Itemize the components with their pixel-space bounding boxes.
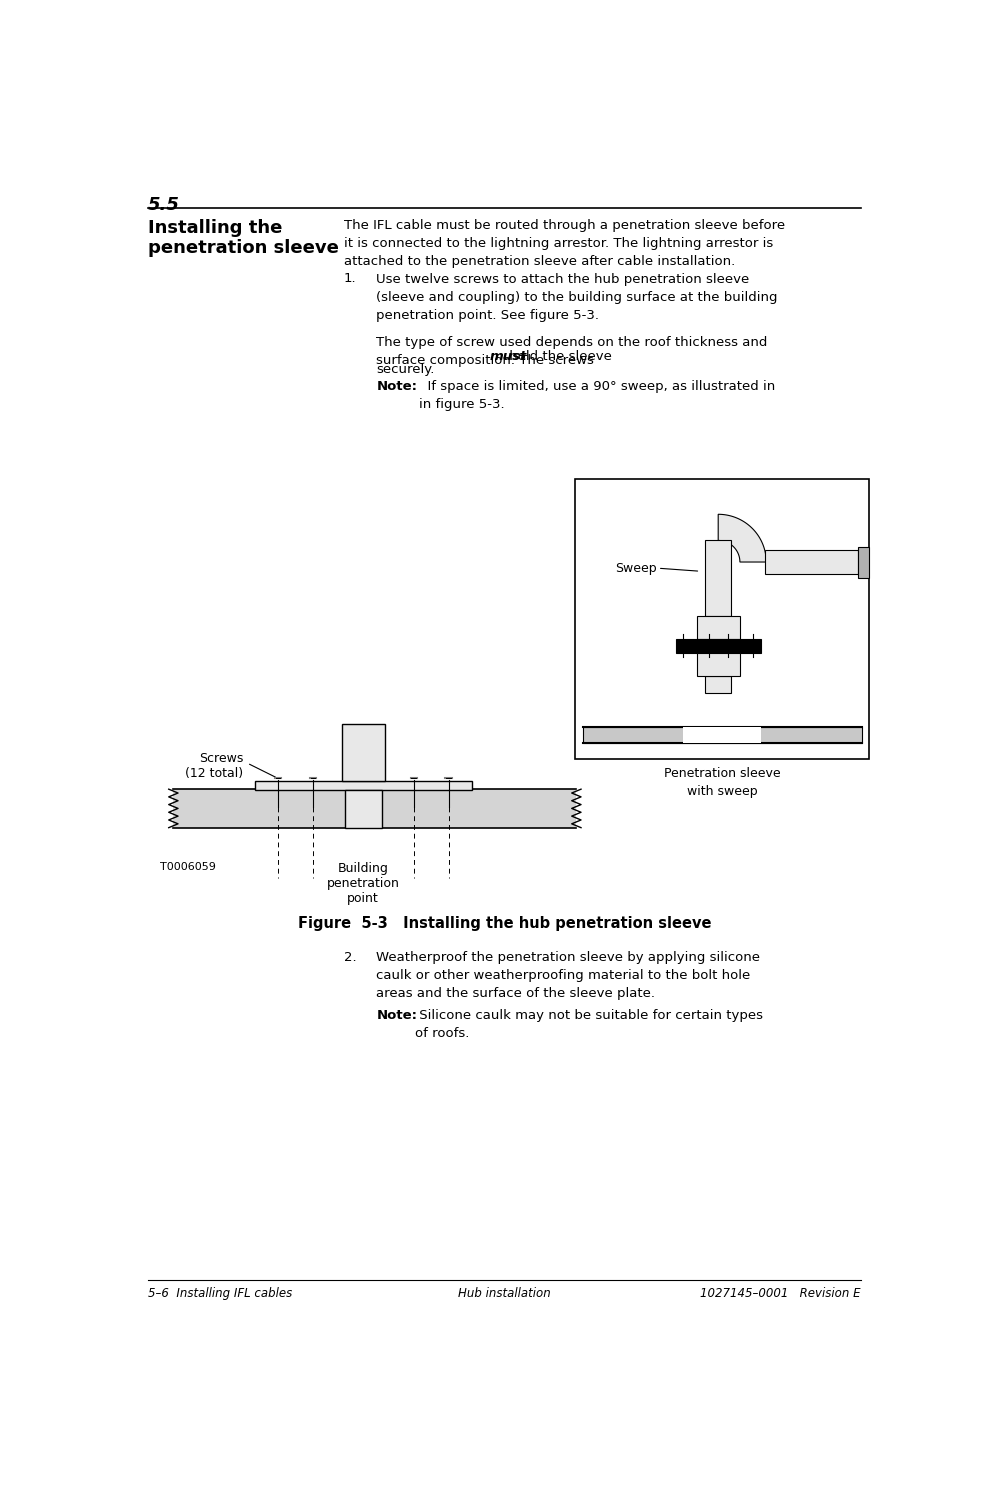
Text: 5.5: 5.5 [148, 195, 180, 213]
Bar [683, 726, 762, 743]
Bar [697, 616, 740, 638]
Bar [858, 546, 869, 577]
Bar [705, 540, 731, 616]
Bar [173, 789, 577, 827]
Text: Use twelve screws to attach the hub penetration sleeve
(sleeve and coupling) to : Use twelve screws to attach the hub pene… [377, 272, 778, 321]
Text: hold the sleeve: hold the sleeve [505, 350, 612, 363]
Text: penetration sleeve: penetration sleeve [148, 238, 338, 256]
Bar [583, 726, 862, 743]
Text: T0006059: T0006059 [160, 863, 216, 872]
Bar [575, 479, 869, 759]
Text: 5–6  Installing IFL cables: 5–6 Installing IFL cables [148, 1287, 292, 1301]
Bar [697, 653, 740, 676]
Text: Silicone caulk may not be suitable for certain types
of roofs.: Silicone caulk may not be suitable for c… [415, 1009, 764, 1040]
Text: The type of screw used depends on the roof thickness and
surface composition. Th: The type of screw used depends on the ro… [377, 336, 768, 368]
Bar [676, 638, 761, 653]
Polygon shape [718, 515, 767, 562]
Text: Note:: Note: [377, 381, 417, 393]
Text: 1027145–0001   Revision E: 1027145–0001 Revision E [701, 1287, 861, 1301]
Text: The IFL cable must be routed through a penetration sleeve before
it is connected: The IFL cable must be routed through a p… [343, 219, 785, 268]
Text: Penetration sleeve
with sweep: Penetration sleeve with sweep [664, 766, 780, 798]
Text: 2.: 2. [343, 951, 356, 964]
Bar [344, 790, 382, 829]
Text: Figure  5-3   Installing the hub penetration sleeve: Figure 5-3 Installing the hub penetratio… [297, 917, 711, 931]
Text: must: must [489, 350, 526, 363]
Bar [765, 549, 858, 574]
Text: Hub installation: Hub installation [458, 1287, 551, 1301]
Text: Building
penetration
point: Building penetration point [327, 863, 400, 905]
Text: Sweep: Sweep [615, 561, 656, 574]
Bar [344, 789, 382, 827]
Bar [705, 676, 731, 693]
Bar [341, 723, 385, 781]
Text: Installing the: Installing the [148, 219, 282, 237]
Text: Weatherproof the penetration sleeve by applying silicone
caulk or other weatherp: Weatherproof the penetration sleeve by a… [377, 951, 761, 1000]
Text: Note:: Note: [377, 1009, 417, 1022]
Bar [255, 781, 471, 790]
Text: 1.: 1. [343, 272, 356, 286]
Text: If space is limited, use a 90° sweep, as illustrated in
in figure 5-3.: If space is limited, use a 90° sweep, as… [419, 381, 775, 411]
Text: securely.: securely. [377, 363, 435, 376]
Text: Screws
(12 total): Screws (12 total) [185, 751, 243, 780]
